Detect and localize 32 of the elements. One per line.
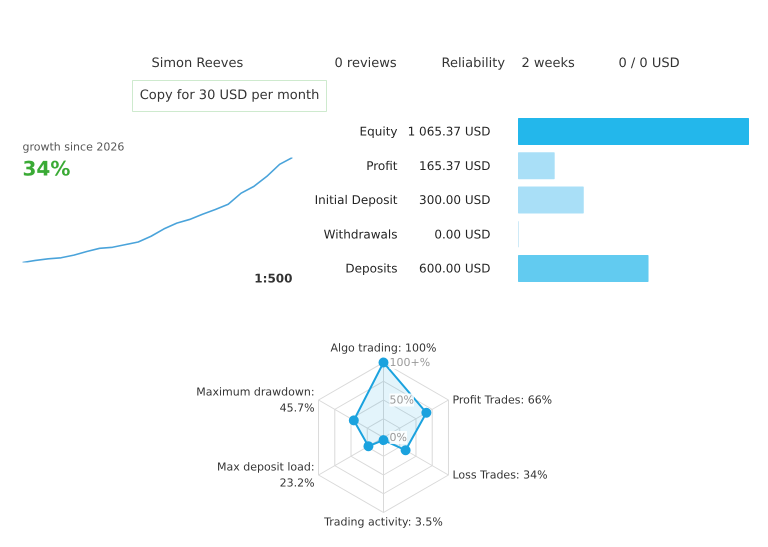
text: 2 weeks bbox=[522, 56, 576, 71]
y-tick-label: 100+% bbox=[390, 356, 430, 369]
y-tick-label: Equity bbox=[360, 124, 398, 138]
data-label: 0.00 USD bbox=[434, 227, 491, 242]
y-tick-label: 0% bbox=[390, 431, 407, 444]
y-tick-label: 50% bbox=[390, 394, 414, 406]
spoke-label: Loss Trades: 34% bbox=[452, 468, 548, 482]
spoke-label: Trading activity: 3.5% bbox=[323, 516, 443, 528]
data-label: 600.00 USD bbox=[419, 262, 491, 276]
bar bbox=[518, 254, 649, 282]
spoke-label: Maximum drawdown: 45.7% bbox=[196, 386, 315, 414]
y-tick-label: Initial Deposit bbox=[314, 193, 398, 207]
text: 0 / 0 USD bbox=[618, 56, 680, 71]
spoke-label: Algo trading: 100% bbox=[330, 342, 437, 354]
bar bbox=[518, 186, 584, 214]
text: 0 reviews bbox=[334, 56, 397, 71]
bar bbox=[518, 152, 555, 180]
bar bbox=[518, 118, 749, 146]
spoke-label: Profit Trades: 66% bbox=[452, 394, 552, 406]
y-tick-label: Profit bbox=[366, 158, 398, 173]
text: Reliability bbox=[442, 56, 506, 71]
data-label: 300.00 USD bbox=[419, 193, 491, 207]
y-tick-label: Deposits bbox=[345, 262, 398, 276]
spoke-label: Max deposit load: 23.2% bbox=[217, 460, 315, 490]
data-label: 165.37 USD bbox=[419, 158, 491, 173]
data-label: 1 065.37 USD bbox=[408, 124, 491, 138]
y-tick-label: Withdrawals bbox=[324, 227, 398, 242]
chart-title: growth since 2026 bbox=[22, 140, 124, 154]
text: 1:500 bbox=[254, 272, 293, 286]
annotation: 34% bbox=[22, 156, 70, 180]
text: Simon Reeves bbox=[152, 56, 244, 71]
text: Copy for 30 USD per month bbox=[140, 88, 320, 103]
